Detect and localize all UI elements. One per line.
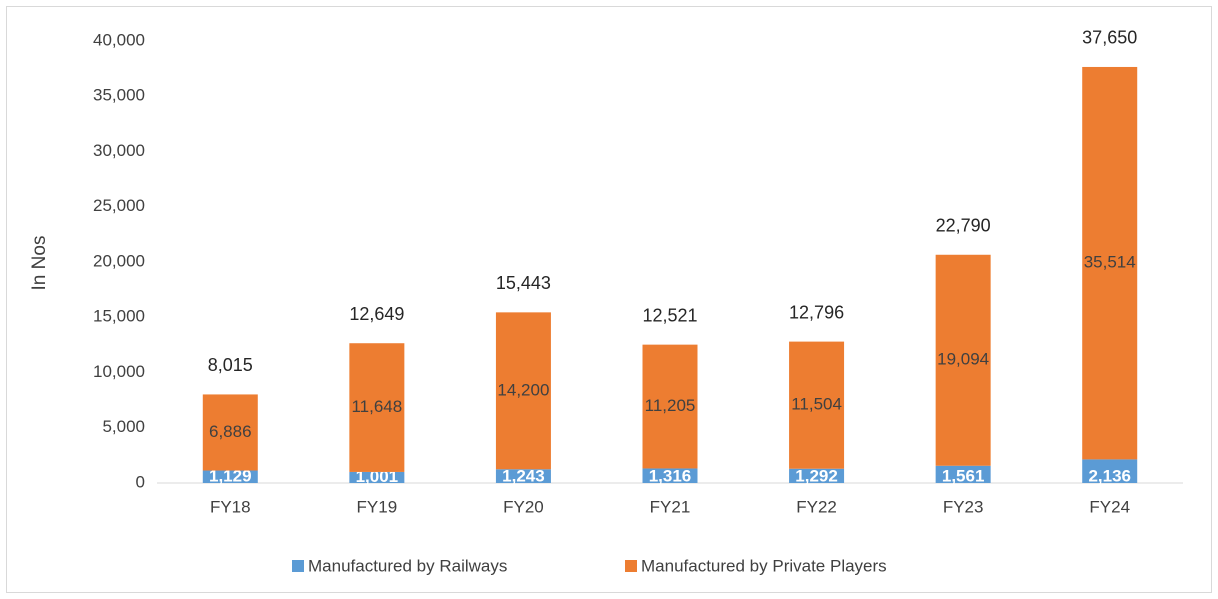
x-tick-label: FY21 — [650, 497, 691, 516]
data-label: 6,886 — [209, 422, 252, 441]
total-label: 12,796 — [789, 302, 844, 322]
legend-label: Manufactured by Railways — [308, 556, 507, 575]
bar-segment — [495, 312, 551, 470]
data-label: 35,514 — [1084, 253, 1136, 272]
bar-segment — [642, 468, 698, 483]
bar-segment — [935, 254, 991, 466]
data-label: 1,292 — [795, 466, 838, 485]
data-label: 11,504 — [791, 395, 842, 414]
legend-swatch — [625, 560, 637, 572]
x-tick-label: FY19 — [357, 497, 398, 516]
legend-swatch — [292, 560, 304, 572]
y-tick-label: 5,000 — [102, 417, 145, 436]
bar-segment — [1082, 459, 1138, 483]
x-tick-label: FY23 — [943, 497, 984, 516]
bar-segment — [935, 465, 991, 483]
bar-segment — [202, 394, 258, 471]
bar-segment — [642, 344, 698, 469]
y-tick-label: 15,000 — [93, 307, 145, 326]
data-label: 2,136 — [1088, 466, 1131, 485]
total-label: 8,015 — [208, 355, 253, 375]
x-tick-label: FY22 — [796, 497, 837, 516]
data-label: 11,205 — [645, 396, 696, 415]
total-label: 37,650 — [1082, 28, 1137, 48]
bar-segment — [495, 469, 551, 483]
total-label: 15,443 — [496, 273, 551, 293]
bar-segment — [202, 470, 258, 483]
bar-segment — [789, 341, 845, 469]
bar-segment — [789, 468, 845, 483]
total-label: 22,790 — [936, 216, 991, 236]
x-tick-label: FY18 — [210, 497, 251, 516]
y-tick-label: 30,000 — [93, 141, 145, 160]
data-label: 19,094 — [937, 350, 989, 369]
bar-segment — [349, 471, 405, 483]
bar-segment — [1082, 66, 1138, 460]
total-label: 12,649 — [349, 304, 404, 324]
chart-border — [6, 6, 1212, 593]
data-label: 11,648 — [351, 397, 402, 416]
legend-label: Manufactured by Private Players — [641, 556, 887, 575]
x-tick-label: FY24 — [1089, 497, 1130, 516]
x-tick-label: FY20 — [503, 497, 544, 516]
data-label: 14,200 — [497, 380, 549, 399]
y-tick-label: 25,000 — [93, 196, 145, 215]
bar-segment — [349, 343, 405, 472]
data-label: 1,129 — [209, 466, 252, 485]
data-label: 1,316 — [649, 466, 692, 485]
data-label: 1,561 — [942, 466, 985, 485]
total-label: 12,521 — [642, 305, 697, 325]
y-tick-label: 35,000 — [93, 86, 145, 105]
y-axis-title: In Nos — [29, 236, 50, 291]
y-tick-label: 20,000 — [93, 251, 145, 270]
data-label: 1,243 — [502, 466, 545, 485]
y-tick-label: 10,000 — [93, 362, 145, 381]
y-tick-label: 0 — [136, 472, 145, 491]
y-tick-label: 40,000 — [93, 30, 145, 49]
